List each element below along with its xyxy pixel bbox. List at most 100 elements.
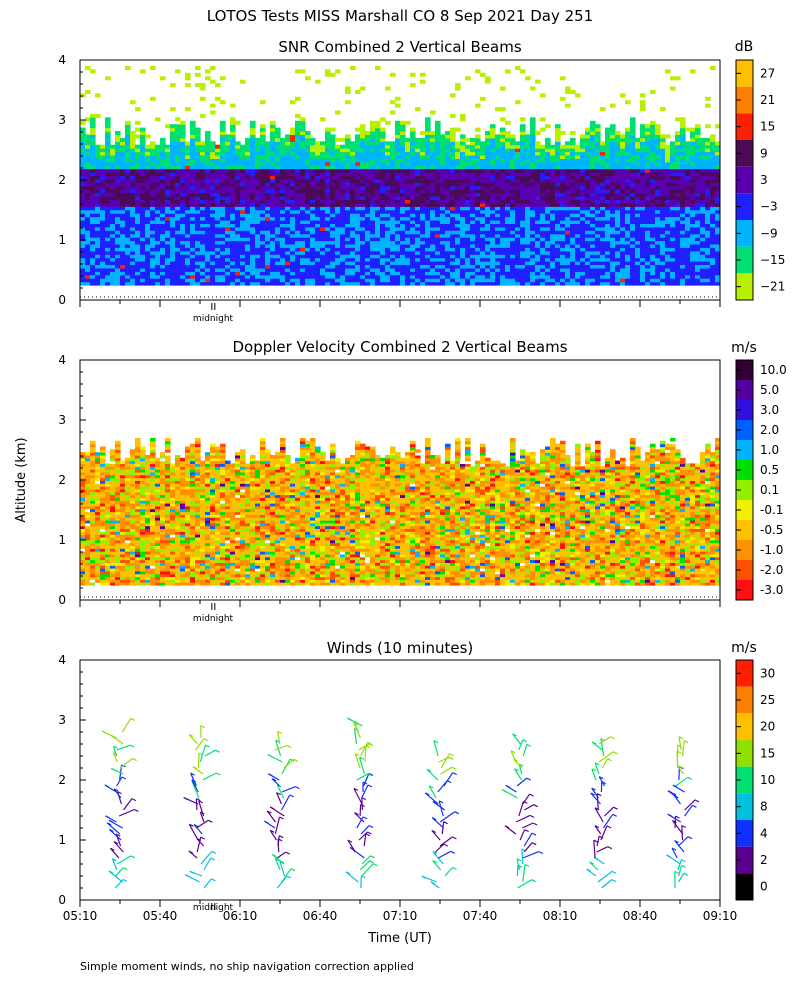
colorbar-swatch (736, 60, 753, 87)
snr-heatmap (80, 66, 720, 286)
y-tick-label: 1 (58, 533, 66, 547)
wind-profile (586, 736, 618, 889)
x-tick-label: 05:40 (143, 909, 178, 923)
doppler-colorbar-unit: m/s (731, 340, 757, 356)
snr-midnight-label: midnight (193, 314, 234, 324)
winds-midnight-label: midnight (193, 903, 234, 913)
doppler-panel: Doppler Velocity Combined 2 Vertical Bea… (14, 338, 787, 624)
colorbar-label: -1.0 (760, 543, 783, 557)
y-tick-label: 0 (58, 893, 66, 907)
snr-panel-title: SNR Combined 2 Vertical Beams (278, 38, 521, 56)
colorbar-label: −3 (760, 200, 778, 214)
x-axis-label: Time (UT) (367, 931, 432, 946)
colorbar-label: −21 (760, 280, 785, 294)
doppler-heatmap (80, 438, 720, 586)
colorbar-label: -0.1 (760, 503, 783, 517)
x-tick-label: 08:40 (623, 909, 658, 923)
colorbar-swatch (736, 580, 753, 600)
x-tick-label: 06:40 (303, 909, 338, 923)
colorbar-swatch (736, 113, 753, 140)
plot-frame (79, 659, 721, 901)
colorbar-swatch (736, 460, 753, 480)
colorbar-label: 27 (760, 66, 775, 80)
colorbar-swatch (736, 86, 753, 114)
wind-profile (345, 717, 378, 889)
y-axis-label: Altitude (km) (14, 437, 29, 522)
colorbar-swatch (736, 540, 753, 560)
colorbar-swatch (736, 440, 753, 460)
colorbar-label: 10 (760, 773, 775, 787)
wind-profile (101, 717, 139, 889)
wind-profile (421, 740, 460, 889)
doppler-colorbar: 10.0 5.0 3.0 2.0 1.0 0.5 0.1 -0.1 -0.5 -1.0 -2.0 -3… (735, 359, 787, 601)
winds-panel-title: Winds (10 minutes) (327, 639, 474, 657)
colorbar-swatch (736, 480, 753, 500)
colorbar-label: 15 (760, 746, 775, 760)
snr-panel: SNR Combined 2 Vertical Beams 0 1 2 3 4 27 21… (58, 38, 785, 324)
colorbar-frame (735, 359, 754, 601)
colorbar-swatch (736, 873, 753, 900)
y-tick-label: 1 (58, 233, 66, 247)
colorbar-label: 8 (760, 800, 768, 814)
x-tick-label: 07:10 (383, 909, 418, 923)
wind-profile (666, 736, 700, 889)
colorbar-swatch (736, 500, 753, 520)
snr-axes: 0 1 2 3 4 (58, 53, 721, 310)
colorbar-label: 20 (760, 720, 775, 734)
x-tick-label: 07:40 (463, 909, 498, 923)
x-tick-label: 06:10 (223, 909, 258, 923)
colorbar-swatch (736, 400, 753, 420)
colorbar-label: 5.0 (760, 383, 779, 397)
y-tick-label: 4 (58, 53, 66, 67)
colorbar-swatch (736, 420, 753, 440)
colorbar-swatch (736, 360, 753, 380)
y-tick-label: 0 (58, 293, 66, 307)
colorbar-label: −15 (760, 253, 785, 267)
colorbar-swatch (736, 740, 753, 767)
colorbar-swatch (736, 166, 753, 194)
y-tick-label: 4 (58, 353, 66, 367)
colorbar-label: 0 (760, 880, 768, 894)
colorbar-swatch (736, 660, 753, 687)
colorbar-label: 25 (760, 693, 775, 707)
y-tick-label: 2 (58, 473, 66, 487)
y-tick-label: 2 (58, 173, 66, 187)
colorbar-swatch (736, 686, 753, 714)
wind-barb-profiles (101, 717, 700, 889)
footer-note: Simple moment winds, no ship navigation … (80, 960, 414, 973)
colorbar-swatch (736, 846, 753, 874)
colorbar-label: 21 (760, 93, 775, 107)
x-tick-label: 05:10 (63, 909, 98, 923)
figure-title: LOTOS Tests MISS Marshall CO 8 Sep 2021 … (207, 7, 593, 25)
colorbar-swatch (736, 793, 753, 820)
colorbar-swatch (736, 560, 753, 580)
y-tick-label: 3 (58, 113, 66, 127)
x-tick-label: 09:10 (703, 909, 738, 923)
colorbar-label: -3.0 (760, 583, 783, 597)
colorbar-label: -0.5 (760, 523, 783, 537)
wind-profile (264, 730, 300, 889)
snr-colorbar: 27 21 15 9 3 −3 −9 −15 −21 (735, 59, 785, 301)
colorbar-label: 2 (760, 853, 768, 867)
colorbar-swatch (736, 273, 753, 300)
colorbar-swatch (736, 820, 753, 847)
colorbar-swatch (736, 380, 753, 400)
y-tick-label: 4 (58, 653, 66, 667)
colorbar-swatch (736, 766, 753, 794)
wind-profile (183, 725, 221, 889)
colorbar-label: -2.0 (760, 563, 783, 577)
colorbar-label: 4 (760, 826, 768, 840)
colorbar-swatch (736, 193, 753, 220)
x-tick-label: 08:10 (543, 909, 578, 923)
wind-profile (502, 733, 544, 889)
colorbar-label: 2.0 (760, 423, 779, 437)
y-tick-label: 2 (58, 773, 66, 787)
doppler-midnight-label: midnight (193, 614, 234, 624)
colorbar-label: 0.1 (760, 483, 779, 497)
colorbar-label: 0.5 (760, 463, 779, 477)
colorbar-label: 3.0 (760, 403, 779, 417)
y-tick-label: 3 (58, 713, 66, 727)
